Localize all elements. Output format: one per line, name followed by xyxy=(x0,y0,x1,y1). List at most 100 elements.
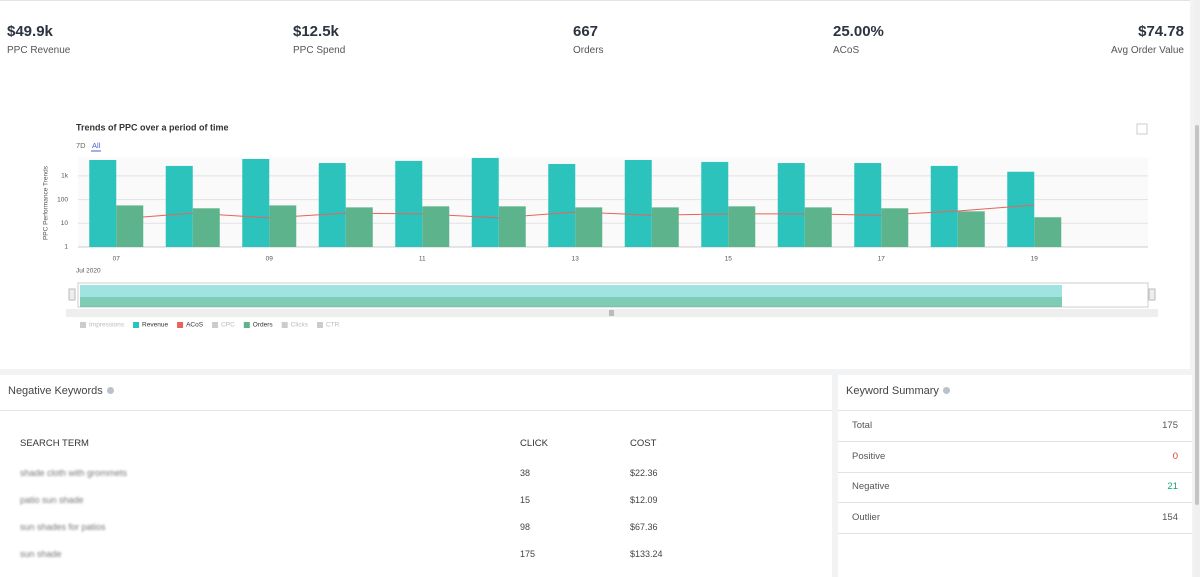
summary-row: Total 175 xyxy=(838,411,1192,442)
navigator-handle[interactable] xyxy=(68,288,76,301)
x-tick-label: 17 xyxy=(878,256,886,263)
panel-header: Negative Keywords xyxy=(0,375,832,411)
summary-value: 21 xyxy=(1167,481,1178,492)
info-icon[interactable] xyxy=(106,387,114,394)
navigator-area xyxy=(80,297,1062,307)
table-cell: 98 xyxy=(520,522,531,532)
keyword-summary-panel: Keyword Summary Total 175 Positive 0 Negativ… xyxy=(838,375,1192,577)
table-cell: 15 xyxy=(520,495,531,505)
bar xyxy=(345,207,373,247)
legend-swatch xyxy=(133,322,140,328)
kpi-value: 25.00% xyxy=(833,23,884,40)
kpi-value: $49.9k xyxy=(7,23,53,40)
info-icon[interactable] xyxy=(942,387,950,394)
summary-label: Negative xyxy=(852,481,890,492)
bar xyxy=(242,158,270,247)
bar xyxy=(165,165,193,247)
bar xyxy=(957,211,985,247)
summary-value: 0 xyxy=(1172,450,1178,462)
bar xyxy=(116,205,144,247)
page-scrollbar-thumb[interactable] xyxy=(1195,125,1199,505)
bar xyxy=(422,206,450,247)
navigator-handle[interactable] xyxy=(1148,288,1156,301)
bar xyxy=(395,160,423,247)
bar xyxy=(624,160,652,247)
table-cell: $12.09 xyxy=(630,495,658,505)
bar xyxy=(881,208,909,247)
x-tick-label: 15 xyxy=(725,256,733,263)
chart-title: Trends of PPC over a period of time xyxy=(76,122,229,132)
bar xyxy=(930,165,958,247)
bar xyxy=(804,207,832,247)
table-cell: $67.36 xyxy=(630,522,658,532)
x-tick-label: 11 xyxy=(419,256,426,263)
summary-label: Total xyxy=(852,420,873,431)
column-header: COST xyxy=(630,438,657,449)
column-header: SEARCH TERM xyxy=(20,438,89,449)
legend-label[interactable]: CTR xyxy=(326,322,340,329)
legend-label[interactable]: Impressions xyxy=(89,322,125,329)
y-tick-label: 1k xyxy=(61,173,69,180)
y-tick-label: 10 xyxy=(61,220,69,227)
bar xyxy=(318,163,346,247)
panel-header: Keyword Summary xyxy=(838,375,1192,411)
x-tick-label: 19 xyxy=(1031,256,1039,263)
kpi-label: PPC Spend xyxy=(293,45,346,56)
legend-label[interactable]: Revenue xyxy=(142,322,168,329)
search-term: shade cloth with grommets xyxy=(20,468,128,478)
legend-label[interactable]: Orders xyxy=(253,322,274,329)
bar xyxy=(192,208,220,247)
bar xyxy=(498,206,526,247)
x-tick-label: 13 xyxy=(572,256,580,263)
table-cell: 175 xyxy=(520,549,536,559)
summary-row: Negative 21 xyxy=(838,472,1192,503)
chart: Trends of PPC over a period of time 7D A… xyxy=(43,122,1158,329)
y-tick-label: 1 xyxy=(64,244,68,251)
bar xyxy=(651,207,679,247)
plot-background xyxy=(78,157,1148,247)
legend-label[interactable]: Clicks xyxy=(291,322,309,329)
bar xyxy=(1034,217,1062,247)
negative-keywords-panel: Negative Keywords SEARCH TERM CLICK COST sh… xyxy=(0,375,832,577)
range-button[interactable]: 7D xyxy=(76,141,86,150)
legend-label[interactable]: CPC xyxy=(221,322,235,329)
table-cell: 38 xyxy=(520,468,531,478)
kpi: $12.5k PPC Spend xyxy=(293,23,345,56)
x-tick-label: 07 xyxy=(113,256,121,263)
bar xyxy=(575,207,603,247)
kpi: 667 Orders xyxy=(573,23,604,56)
bar xyxy=(854,163,882,247)
bar xyxy=(777,163,805,247)
bar xyxy=(728,206,756,247)
legend-swatch xyxy=(177,322,184,328)
kpi: $74.78 Avg Order Value xyxy=(1111,23,1184,56)
bar xyxy=(701,161,729,247)
kpi-value: 667 xyxy=(573,23,599,40)
bar xyxy=(548,163,576,247)
kpi-value: $12.5k xyxy=(293,23,339,40)
kpi-label: PPC Revenue xyxy=(7,45,71,56)
summary-label: Positive xyxy=(852,450,886,462)
menu-button[interactable] xyxy=(1136,123,1148,135)
summary-value: 175 xyxy=(1162,420,1178,431)
search-term: sun shade xyxy=(20,549,62,559)
legend-swatch xyxy=(317,322,324,328)
bar xyxy=(471,157,499,247)
bar xyxy=(1007,171,1035,247)
table-cell: $22.36 xyxy=(630,468,658,478)
kpi: 25.00% ACoS xyxy=(833,23,884,56)
kpi: $49.9k PPC Revenue xyxy=(7,23,70,56)
legend-swatch xyxy=(80,322,86,328)
overview-panel: $49.9k PPC Revenue $12.5k PPC Spend 667 Ord… xyxy=(0,0,1190,369)
range-button[interactable]: All xyxy=(92,141,101,150)
summary-label: Outlier xyxy=(852,511,880,523)
scrollbar-thumb[interactable] xyxy=(609,310,614,316)
panel-title: Negative Keywords xyxy=(8,385,103,397)
search-term: patio sun shade xyxy=(20,495,84,505)
bar xyxy=(269,205,297,247)
kpi-label: Orders xyxy=(573,45,604,56)
x-period-label: Jul 2020 xyxy=(76,268,101,275)
column-header: CLICK xyxy=(520,438,548,449)
legend-label[interactable]: ACoS xyxy=(186,322,204,329)
